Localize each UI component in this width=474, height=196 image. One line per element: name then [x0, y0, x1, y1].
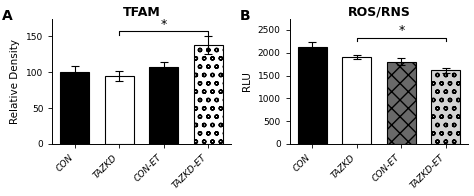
Text: *: * [161, 18, 167, 31]
Bar [105, 76, 134, 144]
Bar [342, 57, 371, 144]
Text: A: A [2, 9, 13, 23]
Text: B: B [240, 9, 250, 23]
Bar [60, 72, 90, 144]
Bar [387, 62, 416, 144]
Text: *: * [398, 24, 404, 37]
Bar [298, 47, 327, 144]
Bar [431, 71, 460, 144]
Y-axis label: RLU: RLU [242, 71, 252, 91]
Bar [194, 45, 223, 144]
Bar [149, 67, 178, 144]
Title: TFAM: TFAM [123, 5, 161, 19]
Title: ROS/RNS: ROS/RNS [347, 5, 410, 19]
Y-axis label: Relative Density: Relative Density [10, 39, 20, 124]
